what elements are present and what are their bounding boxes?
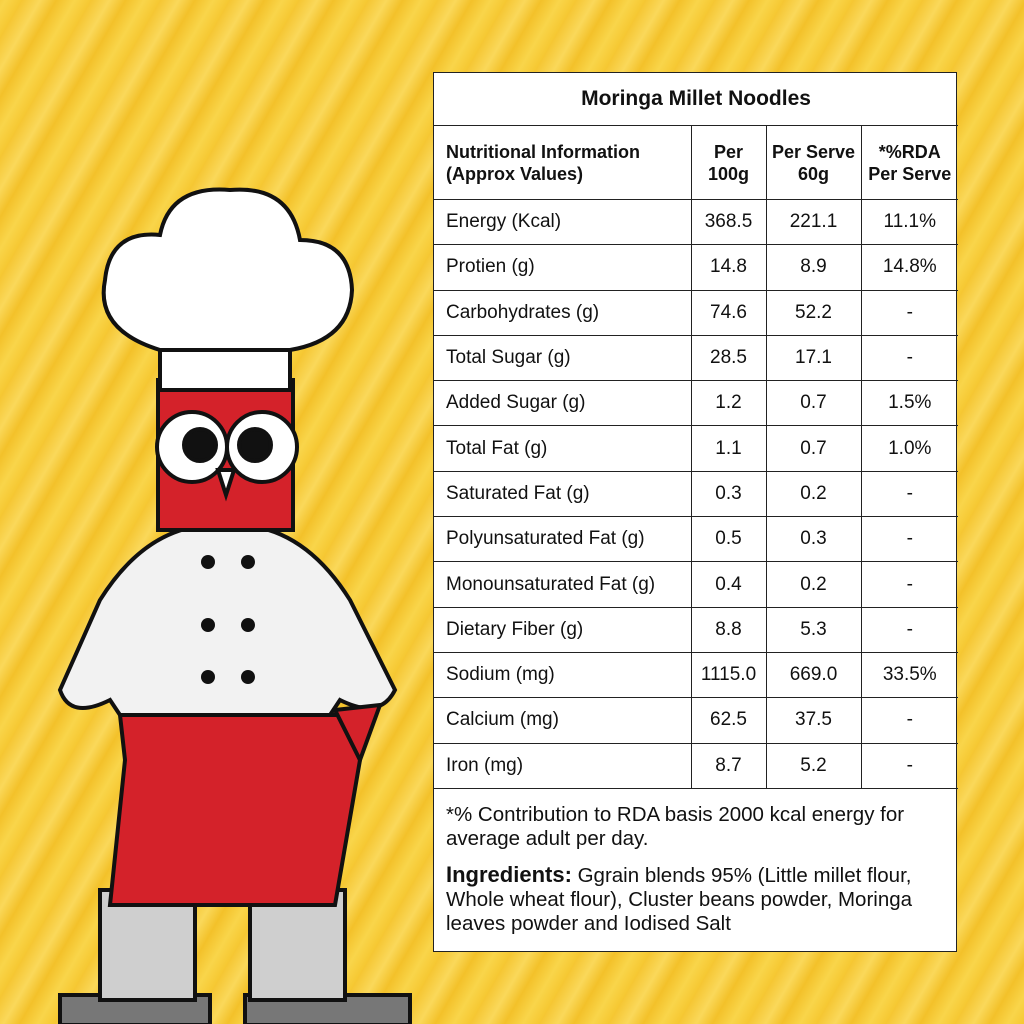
nutrient-row: Dietary Fiber (g) 8.8 5.3- (434, 606, 959, 653)
nutrient-value: - (860, 742, 959, 789)
nutrient-value: 0.2 (765, 561, 862, 608)
header-row: Nutritional Information (Approx Values) Pe… (434, 125, 959, 200)
nutrient-value: 221.1 (765, 198, 862, 246)
nutrient-value: 0.7 (765, 380, 862, 427)
nutrient-row: Calcium (mg) 62.5 37.5- (434, 697, 959, 744)
nutrient-name: Sodium (mg) (434, 651, 692, 699)
nutrient-value: - (860, 470, 959, 518)
nutrient-value: 368.5 (690, 198, 767, 246)
nutrient-name: Protien (g) (434, 244, 692, 291)
nutrient-value: 28.5 (690, 334, 767, 382)
nutrient-row: Iron (mg) 8.7 5.2- (434, 742, 959, 789)
nutrient-value: - (860, 334, 959, 382)
nutrient-value: 14.8 (690, 244, 767, 291)
header-line: (Approx Values) (446, 163, 584, 184)
nutrient-row: Saturated Fat (g) 0.3 0.2- (434, 470, 959, 518)
nutrient-name: Carbohydrates (g) (434, 289, 692, 336)
footnote: *% Contribution to RDA basis 2000 kcal e… (446, 802, 905, 850)
notes: *% Contribution to RDA basis 2000 kcal e… (434, 789, 956, 936)
nutrient-value: 17.1 (765, 334, 862, 382)
nutrient-value: 5.3 (765, 606, 862, 653)
nutrient-row: Monounsaturated Fat (g) 0.4 0.2- (434, 561, 959, 608)
header-cell: *%RDA Per Serve (860, 125, 959, 200)
header-cell: Nutritional Information (Approx Values) (434, 125, 692, 200)
header-line: 100g (707, 163, 750, 184)
header-line: 60g (797, 163, 830, 184)
table-title: Moringa Millet Noodles (434, 73, 959, 126)
nutrient-name: Iron (mg) (434, 742, 692, 789)
nutrient-value: 37.5 (765, 697, 862, 744)
nutrient-value: 0.3 (690, 470, 767, 518)
nutrient-name: Dietary Fiber (g) (434, 606, 692, 653)
nutrient-value: 8.7 (690, 742, 767, 789)
header-line: Per Serve (868, 163, 952, 184)
header-line: Per (713, 141, 744, 162)
nutrient-name: Polyunsaturated Fat (g) (434, 516, 692, 563)
nutrient-value: - (860, 561, 959, 608)
nutrient-row: Sodium (mg) 1115.0 669.0 33.5% (434, 651, 959, 699)
nutrient-name: Saturated Fat (g) (434, 470, 692, 518)
nutrient-row: Added Sugar (g) 1.2 0.7 1.5% (434, 380, 959, 427)
nutrient-name: Monounsaturated Fat (g) (434, 561, 692, 608)
nutrient-value: - (860, 697, 959, 744)
nutrient-row: Total Fat (g) 1.1 0.7 1.0% (434, 425, 959, 472)
nutrient-value: 74.6 (690, 289, 767, 336)
ingredients: Ingredients: Ggrain blends 95% (Little m… (446, 861, 944, 936)
header-line: Per Serve (771, 141, 856, 162)
nutrient-row: Polyunsaturated Fat (g) 0.5 0.3- (434, 516, 959, 563)
nutrient-value: 8.8 (690, 606, 767, 653)
nutrient-row: Energy (Kcal) 368.5 221.1 11.1% (434, 198, 959, 246)
nutrient-value: 1115.0 (690, 651, 767, 699)
nutrition-panel: Moringa Millet Noodles Nutritional Infor… (433, 72, 959, 952)
header-cell: Per Serve 60g (765, 125, 862, 200)
nutrient-value: - (860, 289, 959, 336)
nutrient-row: Carbohydrates (g) 74.6 52.2- (434, 289, 959, 336)
nutrient-row: Protien (g) 14.8 8.9 14.8% (434, 244, 959, 291)
nutrition-table: Moringa Millet Noodles Nutritional Infor… (434, 73, 959, 789)
nutrient-value: 1.1 (690, 425, 767, 472)
nutrient-value: 11.1% (860, 198, 959, 246)
nutrient-value: 52.2 (765, 289, 862, 336)
chef-mascot (57, 187, 412, 1024)
header-cell: Per 100g (690, 125, 767, 200)
nutrient-name: Added Sugar (g) (434, 380, 692, 427)
nutrient-name: Calcium (mg) (434, 697, 692, 744)
nutrient-value: 62.5 (690, 697, 767, 744)
nutrient-value: 0.3 (765, 516, 862, 563)
ingredients-label: Ingredients: (446, 861, 572, 887)
nutrient-value: 33.5% (860, 651, 959, 699)
nutrient-value: 1.0% (860, 425, 959, 472)
nutrient-value: 0.2 (765, 470, 862, 518)
nutrient-name: Energy (Kcal) (434, 198, 692, 246)
nutrient-row: Total Sugar (g) 28.5 17.1- (434, 334, 959, 382)
header-line: *%RDA (878, 141, 941, 162)
nutrient-value: 0.4 (690, 561, 767, 608)
title-row: Moringa Millet Noodles (434, 73, 959, 126)
nutrient-value: 8.9 (765, 244, 862, 291)
nutrient-name: Total Fat (g) (434, 425, 692, 472)
nutrient-value: 5.2 (765, 742, 862, 789)
nutrient-value: 0.7 (765, 425, 862, 472)
nutrient-value: 0.5 (690, 516, 767, 563)
nutrient-name: Total Sugar (g) (434, 334, 692, 382)
nutrient-value: 1.2 (690, 380, 767, 427)
nutrient-value: - (860, 516, 959, 563)
nutrient-value: 14.8% (860, 244, 959, 291)
ingredients-text: Ggrain blends 95% (Little millet flour, … (446, 863, 913, 935)
nutrient-value: 1.5% (860, 380, 959, 427)
nutrient-value: - (860, 606, 959, 653)
nutrient-value: 669.0 (765, 651, 862, 699)
header-line: Nutritional Information (446, 141, 640, 162)
